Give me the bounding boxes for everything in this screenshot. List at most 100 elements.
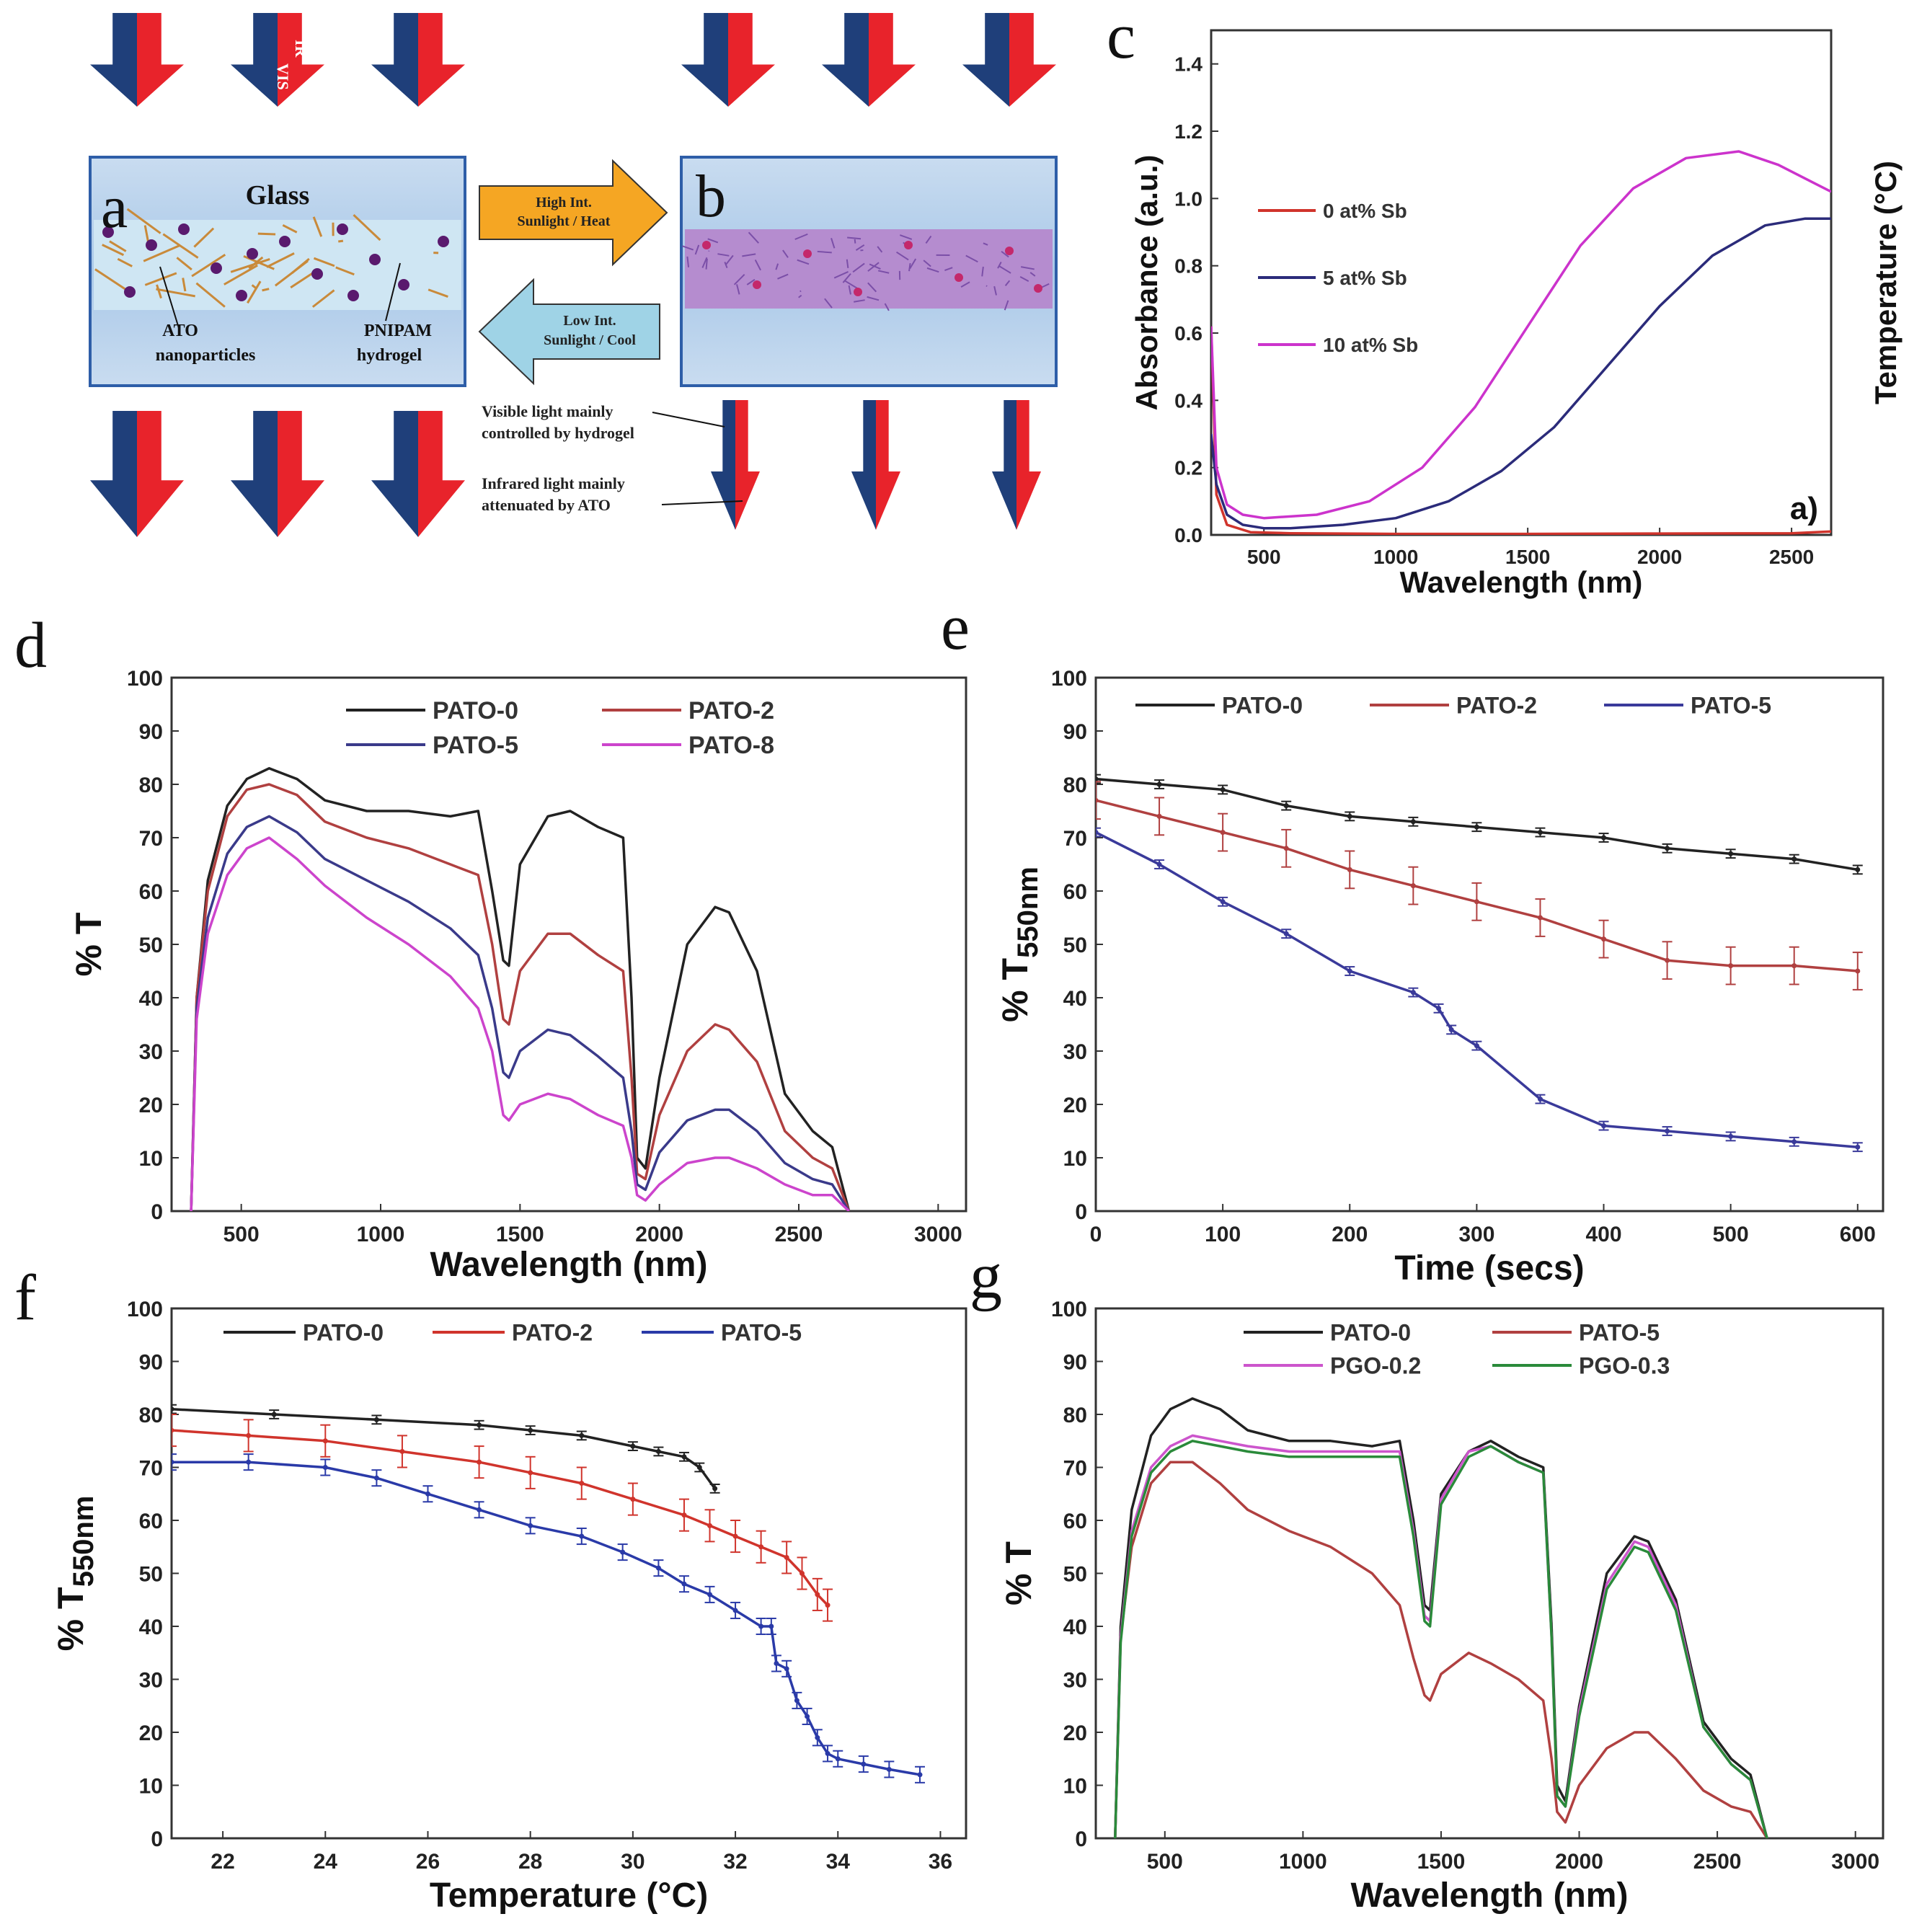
panel-d: d 0 10 20 30 40 50 60 70 80 90 100 500 1000 1500 2000 25…: [14, 610, 967, 1284]
x-axis-label: Temperature (°C): [430, 1876, 708, 1915]
panel-b-collapsed-gel: [685, 229, 1053, 309]
hydrogel-label: hydrogel: [357, 346, 422, 365]
series-line: [1114, 1397, 1768, 1838]
schematic-panel: VIS IR a Glass ATO nanoparticles PNIPAM …: [89, 13, 1058, 537]
collapsed-strand: [842, 272, 851, 283]
collapsed-strand: [686, 256, 690, 267]
data-point: [477, 1507, 482, 1512]
y-tick-label: 30: [139, 1040, 163, 1064]
y-tick-label: 100: [1051, 667, 1087, 691]
polymer-strand: [262, 288, 270, 292]
incident-arrow: [231, 13, 324, 107]
collapsed-strand: [742, 253, 756, 257]
collapsed-strand: [725, 254, 734, 265]
y-tick-label: 100: [127, 1298, 163, 1321]
ato-particle: [178, 223, 190, 235]
y-axis-label-main: % T: [998, 1541, 1039, 1605]
series-line: [1114, 1440, 1768, 1838]
data-point: [1601, 1123, 1607, 1129]
legend-label: PATO-5: [1579, 1320, 1660, 1346]
y-tick-label: 30: [139, 1668, 163, 1692]
collapsed-strand: [867, 282, 877, 293]
data-point: [1474, 1043, 1479, 1049]
polymer-strand: [176, 257, 192, 271]
polymer-strand: [335, 266, 355, 276]
collapsed-strand: [736, 284, 740, 295]
x-tick-label: 2500: [1769, 546, 1814, 568]
data-point: [1855, 867, 1861, 872]
collapsed-strand: [1004, 300, 1009, 311]
data-point: [1537, 1096, 1543, 1102]
y2-axis-label: Temperature (°C): [1869, 161, 1903, 404]
plot-area: [1211, 150, 1831, 535]
arrow-red-half: [1016, 400, 1041, 530]
y-axis-label-main: % T: [995, 958, 1035, 1022]
data-point: [1283, 803, 1289, 809]
polymer-strand: [143, 244, 180, 262]
polymer-strand: [311, 289, 335, 308]
y-tick-label: 80: [1063, 1404, 1087, 1427]
panel-letter: d: [14, 610, 47, 681]
data-point: [784, 1554, 789, 1560]
panel-c: c 0.0 0.2 0.4 0.6 0.8 1.0 1.2 1.4 500 1000 1500 2000…: [1107, 1, 1903, 599]
arrow-red-half: [1009, 13, 1056, 107]
series-pato-2: [190, 783, 851, 1211]
y-tick-label: 80: [139, 774, 163, 797]
data-point: [425, 1491, 430, 1497]
ato-particle: [702, 241, 711, 249]
data-point: [886, 1766, 892, 1772]
arrow-blue-half: [371, 13, 418, 107]
data-point: [1728, 851, 1734, 856]
collapsed-strand: [855, 244, 865, 251]
x-tick-label: 100: [1205, 1223, 1241, 1246]
data-point: [1283, 846, 1289, 851]
data-point: [1665, 1128, 1670, 1134]
data-point: [1347, 867, 1352, 872]
transmitted-arrow: [231, 411, 324, 537]
x-tick-label: 24: [314, 1850, 338, 1874]
y-axis-label: % T: [68, 913, 109, 977]
panel-letter: c: [1107, 1, 1135, 72]
data-point: [1220, 899, 1226, 905]
data-point: [1601, 835, 1607, 841]
data-point: [528, 1523, 533, 1528]
y-tick-label: 0.4: [1174, 389, 1202, 412]
legend-label: PATO-0: [1330, 1320, 1411, 1346]
x-tick-label: 500: [1247, 546, 1281, 568]
ato-particle: [753, 280, 761, 289]
y-tick-label: 90: [139, 1350, 163, 1374]
polymer-strand: [102, 244, 125, 257]
x-tick-label: 1500: [1417, 1850, 1466, 1874]
incident-arrow: [681, 13, 775, 107]
x-tick-label: 2500: [1693, 1850, 1742, 1874]
y-axis-label-sub: 550nm: [1012, 867, 1044, 958]
plot-area: [1114, 1397, 1768, 1838]
x-tick-label: 1500: [1505, 546, 1550, 568]
data-point: [681, 1454, 687, 1460]
pnipam-label: PNIPAM: [364, 322, 432, 340]
data-point: [825, 1750, 831, 1756]
x-tick-label: 0: [1090, 1223, 1102, 1246]
collapsed-strand: [899, 234, 913, 240]
collapsed-strand: [777, 273, 789, 280]
x-tick-label: 300: [1458, 1223, 1494, 1246]
series-pgo-0-2: [1114, 1434, 1768, 1838]
polymer-strand: [126, 208, 161, 234]
incident-arrow: [90, 13, 184, 107]
polymer-strand: [94, 268, 129, 292]
y-axis-label-main: % T: [68, 913, 109, 977]
data-point: [528, 1427, 533, 1433]
data-point: [769, 1623, 774, 1629]
legend: PATO-0 PATO-2 PATO-5: [1135, 693, 1771, 719]
ato-particle: [337, 223, 348, 235]
data-point: [477, 1459, 482, 1465]
collapsed-strand: [1020, 266, 1035, 270]
transmitted-arrow: [90, 411, 184, 537]
y-tick-label: 70: [139, 1456, 163, 1480]
data-point: [815, 1734, 820, 1740]
collapsed-strand: [908, 263, 911, 272]
series-line: [1096, 831, 1858, 1148]
data-point: [917, 1772, 923, 1778]
data-point: [1220, 830, 1226, 836]
arrow-red-half: [137, 13, 184, 107]
